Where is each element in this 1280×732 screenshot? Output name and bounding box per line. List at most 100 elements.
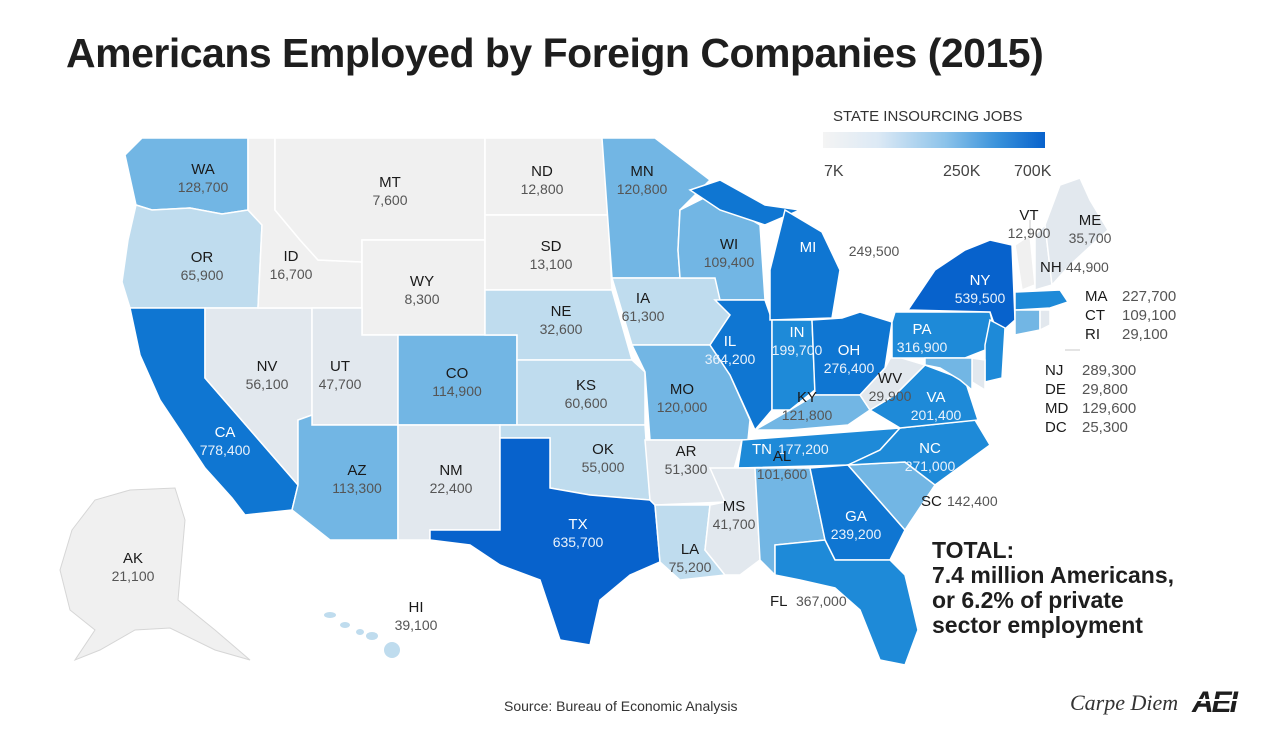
state-label-ky: KY	[797, 389, 817, 406]
chart-title: Americans Employed by Foreign Companies …	[66, 30, 1044, 76]
state-label-nd: ND	[531, 163, 553, 180]
state-value-sc: 142,400	[947, 493, 998, 509]
state-ct	[1014, 309, 1041, 336]
state-label-nv: NV	[257, 358, 278, 375]
state-label-nm: NM	[439, 462, 462, 479]
state-label-nj: NJ	[1045, 362, 1063, 379]
state-label-ct: CT	[1085, 307, 1105, 324]
state-label-al: AL	[773, 448, 791, 465]
state-value-nh: 44,900	[1066, 259, 1109, 275]
state-value-nd: 12,800	[521, 181, 564, 197]
state-label-wi: WI	[720, 236, 738, 253]
state-label-az: AZ	[347, 462, 366, 479]
state-label-id: ID	[284, 248, 299, 265]
aei-logo-text: AEI	[1191, 686, 1239, 718]
state-value-or: 65,900	[181, 267, 224, 283]
state-label-ak: AK	[123, 550, 143, 567]
state-value-pa: 316,900	[897, 339, 948, 355]
state-value-al: 101,600	[757, 466, 808, 482]
state-label-tn: TN	[752, 441, 772, 458]
state-md	[924, 357, 973, 392]
state-value-ny: 539,500	[955, 290, 1006, 306]
state-label-ia: IA	[636, 290, 650, 307]
state-value-fl: 367,000	[796, 593, 847, 609]
total-line-2: 7.4 million Americans,	[932, 562, 1175, 588]
state-value-nm: 22,400	[430, 480, 473, 496]
state-value-mi: 249,500	[849, 243, 900, 259]
state-value-ks: 60,600	[565, 395, 608, 411]
state-label-nc: NC	[919, 440, 941, 457]
state-value-in: 199,700	[772, 342, 823, 358]
state-label-sc: SC	[921, 493, 942, 510]
state-az	[291, 413, 399, 541]
state-label-in: IN	[790, 324, 805, 341]
total-summary: TOTAL: 7.4 million Americans, or 6.2% of…	[932, 538, 1174, 638]
state-label-ca: CA	[215, 424, 236, 441]
state-value-az: 113,300	[332, 480, 382, 496]
state-value-tx: 635,700	[553, 534, 604, 550]
state-label-ms: MS	[723, 498, 746, 515]
state-label-fl: FL	[770, 593, 788, 610]
state-value-ga: 239,200	[831, 526, 882, 542]
state-value-wy: 8,300	[404, 291, 439, 307]
state-value-vt: 12,900	[1008, 225, 1051, 241]
state-value-ct: 109,100	[1122, 307, 1176, 324]
state-label-wv: WV	[878, 370, 902, 387]
state-value-nc: 271,000	[905, 458, 956, 474]
state-ar	[644, 439, 743, 506]
legend-tick-250k: 250K	[943, 163, 981, 180]
state-value-ma: 227,700	[1122, 288, 1176, 305]
state-label-mo: MO	[670, 381, 694, 398]
legend-color-bar	[823, 132, 1045, 148]
state-label-nh: NH	[1040, 259, 1062, 276]
label-leader-lines	[1029, 220, 1080, 351]
state-label-mt: MT	[379, 174, 401, 191]
state-label-oh: OH	[838, 342, 861, 359]
state-label-ut: UT	[330, 358, 350, 375]
state-value-wi: 109,400	[704, 254, 755, 270]
state-ma	[1014, 289, 1070, 311]
state-label-la: LA	[681, 541, 699, 558]
aei-logo: AEI	[1190, 686, 1256, 718]
state-value-sd: 13,100	[530, 256, 573, 272]
state-label-ne: NE	[551, 303, 572, 320]
carpe-diem-brand: Carpe Diem	[1070, 690, 1179, 715]
state-value-wa: 128,700	[178, 179, 229, 195]
state-label-ks: KS	[576, 377, 596, 394]
state-value-hi: 39,100	[395, 617, 438, 633]
state-value-id: 16,700	[270, 266, 313, 282]
state-value-ca: 778,400	[200, 442, 251, 458]
state-value-va: 201,400	[911, 407, 962, 423]
state-label-ok: OK	[592, 441, 614, 458]
state-value-de: 29,800	[1082, 381, 1128, 398]
state-label-sd: SD	[541, 238, 562, 255]
state-in	[771, 319, 816, 411]
state-label-ri: RI	[1085, 326, 1100, 343]
state-label-ar: AR	[676, 443, 697, 460]
state-label-co: CO	[446, 365, 469, 382]
state-value-wv: 29,900	[869, 388, 912, 404]
state-value-ok: 55,000	[582, 459, 625, 475]
state-value-ar: 51,300	[665, 461, 708, 477]
state-label-wy: WY	[410, 273, 434, 290]
state-vt	[1014, 233, 1036, 292]
legend-tick-700k: 700K	[1014, 163, 1052, 180]
legend-tick-7k: 7K	[824, 163, 844, 180]
state-mi-up	[688, 179, 803, 226]
state-label-mn: MN	[630, 163, 653, 180]
state-fl	[774, 539, 919, 666]
state-value-mt: 7,600	[372, 192, 407, 208]
state-value-mo: 120,000	[657, 399, 708, 415]
legend-title: STATE INSOURCING JOBS	[833, 108, 1023, 125]
state-value-ne: 32,600	[540, 321, 583, 337]
state-value-ri: 29,100	[1122, 326, 1168, 343]
state-ny	[906, 239, 1016, 337]
state-label-or: OR	[191, 249, 214, 266]
total-line-3: or 6.2% of private	[932, 587, 1124, 613]
state-label-va: VA	[927, 389, 946, 406]
total-line-1: TOTAL:	[932, 537, 1015, 563]
state-label-ga: GA	[845, 508, 867, 525]
state-nj	[984, 318, 1006, 383]
state-value-ak: 21,100	[112, 568, 155, 584]
